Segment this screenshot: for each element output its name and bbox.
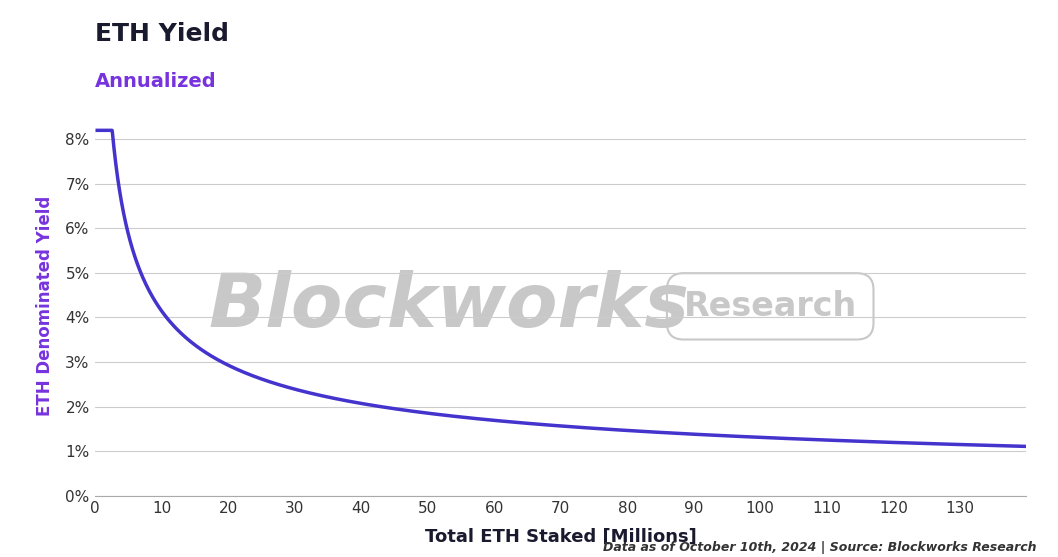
Text: ETH Yield: ETH Yield [95,22,230,46]
Y-axis label: ETH Denominated Yield: ETH Denominated Yield [36,196,54,417]
Text: Blockworks: Blockworks [208,270,690,343]
Text: Research: Research [683,290,857,323]
X-axis label: Total ETH Staked [Millions]: Total ETH Staked [Millions] [425,527,696,545]
Text: Data as of October 10th, 2024 | Source: Blockworks Research: Data as of October 10th, 2024 | Source: … [603,541,1037,554]
Text: Annualized: Annualized [95,72,217,91]
